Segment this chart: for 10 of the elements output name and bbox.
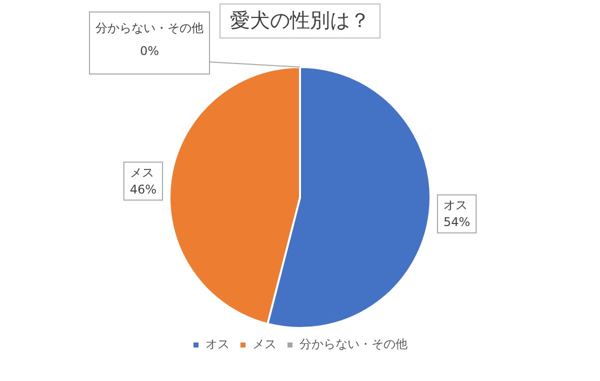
- text: 0%: [140, 44, 160, 58]
- legend-label: オス: [206, 337, 230, 352]
- data-label: 46%: [130, 182, 157, 196]
- data-label: 54%: [443, 214, 470, 229]
- chart-title: 愛犬の性別は？: [230, 8, 370, 32]
- slice-label: メス: [130, 165, 154, 180]
- legend-label: メス: [252, 337, 276, 352]
- slice-label: オス: [443, 198, 468, 212]
- category-label: 分からない・その他: [96, 21, 204, 36]
- legend-label: 分からない・その他: [300, 337, 408, 352]
